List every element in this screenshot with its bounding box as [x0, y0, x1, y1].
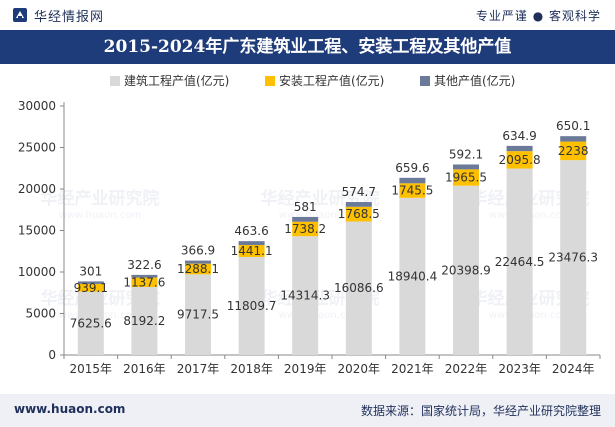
y-tick-label: 10000 — [18, 265, 56, 279]
watermark-url: www.huaon.com — [279, 310, 362, 321]
x-tick-label: 2023年 — [498, 362, 541, 376]
x-tick-label: 2015年 — [70, 362, 113, 376]
y-tick-label: 20000 — [18, 182, 56, 196]
bar-building — [453, 185, 479, 355]
stacked-bar-chart: 华经产业研究院www.huaon.com华经产业研究院www.huaon.com… — [18, 73, 601, 376]
bar-other — [345, 202, 372, 207]
data-label-install: 2238 — [558, 144, 589, 158]
bar-other — [399, 177, 426, 184]
data-label-other: 463.6 — [234, 224, 268, 238]
watermark-url: www.huaon.com — [279, 210, 362, 221]
data-label-install: 2095.8 — [499, 153, 541, 167]
data-label-other: 592.1 — [449, 147, 483, 161]
x-tick-label: 2020年 — [338, 362, 381, 376]
bar-building — [131, 287, 158, 355]
bar-other — [238, 241, 265, 246]
bar-install — [560, 141, 587, 161]
data-label-building: 9717.5 — [177, 308, 219, 322]
bar-other — [560, 136, 587, 142]
data-label-install: 1768.5 — [338, 207, 380, 221]
footer: www.huaon.com 数据来源：国家统计局，华经产业研究院整理 — [0, 394, 615, 427]
legend-swatch — [420, 76, 430, 86]
data-label-other: 634.9 — [502, 129, 536, 143]
x-tick-label: 2017年 — [177, 362, 220, 376]
y-tick-label: 5000 — [25, 307, 56, 321]
data-label-install: 1441.1 — [231, 244, 273, 258]
data-label-building: 20398.9 — [441, 263, 491, 277]
huajing-logo-icon — [13, 8, 27, 22]
watermark-url: www.huaon.com — [59, 210, 142, 221]
slogan: 专业严谨 ● 客观科学 — [475, 9, 601, 23]
data-label-other: 574.7 — [342, 185, 376, 199]
chart-title: 2015-2024年广东建筑业工程、安装工程及其他产值 — [103, 37, 512, 57]
bar-install — [506, 151, 533, 169]
y-tick-label: 15000 — [18, 224, 56, 238]
title-bar: 2015-2024年广东建筑业工程、安装工程及其他产值 — [0, 30, 615, 64]
data-label-install: 1745.5 — [391, 184, 433, 198]
bar-install — [292, 221, 319, 237]
data-label-other: 581 — [294, 200, 317, 214]
bar-other — [131, 274, 158, 278]
x-tick-label: 2018年 — [230, 362, 273, 376]
top-bar: 华经情报网 专业严谨 ● 客观科学 — [0, 0, 615, 30]
x-tick-label: 2024年 — [552, 362, 595, 376]
data-label-building: 22464.5 — [495, 255, 545, 269]
legend-swatch — [110, 76, 120, 86]
data-source: 数据来源：国家统计局，华经产业研究院整理 — [360, 404, 601, 418]
x-tick-label: 2016年 — [123, 362, 166, 376]
data-label-install: 1738.2 — [284, 222, 326, 236]
data-label-building: 11809.7 — [227, 299, 277, 313]
bar-install — [453, 169, 479, 186]
data-label-building: 7625.6 — [70, 316, 112, 330]
data-label-building: 23476.3 — [548, 251, 598, 265]
bar-install — [185, 263, 211, 275]
bar-building — [506, 168, 533, 355]
brand-name: 华经情报网 — [34, 9, 105, 25]
bar-install — [238, 245, 265, 257]
bar-building — [185, 274, 211, 355]
y-tick-label: 25000 — [18, 141, 56, 155]
data-label-building: 18940.4 — [388, 269, 438, 283]
y-tick-label: 0 — [48, 348, 56, 362]
data-label-other: 659.6 — [395, 161, 429, 175]
data-label-install: 939.1 — [74, 281, 108, 295]
legend-label: 建筑工程产值(亿元) — [124, 73, 229, 88]
data-label-install: 1288.1 — [177, 262, 219, 276]
bar-building — [238, 256, 265, 355]
bar-other — [77, 281, 104, 284]
data-label-other: 366.9 — [181, 244, 215, 258]
bar-other — [292, 216, 319, 222]
data-label-building: 14314.3 — [280, 289, 330, 303]
data-label-building: 16086.6 — [334, 281, 384, 295]
legend-label: 安装工程产值(亿元) — [279, 73, 384, 88]
bar-building — [292, 236, 319, 355]
bar-install — [131, 277, 158, 288]
brand[interactable]: 华经情报网 — [12, 6, 105, 25]
data-label-other: 322.6 — [127, 258, 161, 272]
legend-swatch — [265, 76, 275, 86]
legend-label: 其他产值(亿元) — [434, 73, 515, 88]
bar-building — [77, 291, 104, 355]
bar-other — [453, 164, 479, 170]
x-tick-label: 2021年 — [391, 362, 434, 376]
data-label-other: 301 — [79, 264, 102, 278]
bar-building — [345, 221, 372, 355]
data-label-other: 650.1 — [556, 119, 590, 133]
bar-install — [345, 206, 372, 222]
data-label-building: 8192.2 — [123, 314, 165, 328]
data-label-install: 1965.5 — [445, 171, 487, 185]
footer-url[interactable]: www.huaon.com — [14, 402, 126, 416]
x-tick-label: 2019年 — [284, 362, 327, 376]
y-tick-label: 30000 — [18, 99, 56, 113]
bar-building — [399, 197, 426, 355]
watermark-text: 华经产业研究院 — [41, 188, 160, 209]
data-label-install: 1137.6 — [123, 275, 165, 289]
bar-building — [560, 160, 587, 355]
bar-install — [77, 283, 104, 292]
bar-other — [506, 145, 533, 152]
bar-install — [399, 183, 426, 198]
x-tick-label: 2022年 — [445, 362, 488, 376]
bar-other — [185, 260, 211, 264]
